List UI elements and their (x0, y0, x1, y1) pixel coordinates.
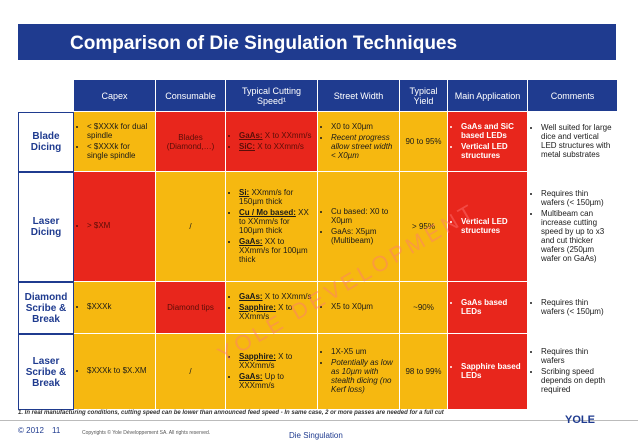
application-cell: Vertical LED structures (448, 172, 528, 282)
header-yield: Typical Yield (400, 80, 448, 112)
consumable-cell: / (156, 334, 226, 410)
speed-cell: GaAs: X to XXmm/s SiC: X to XXmm/s (226, 112, 318, 172)
row-label: Diamond Scribe & Break (18, 282, 74, 334)
header-comments: Comments (528, 80, 618, 112)
speed-cell: Sapphire: X to XXXmm/s GaAs: Up to XXXmm… (226, 334, 318, 410)
footer (0, 420, 638, 442)
comments-cell: Requires thin wafersScribing speed depen… (528, 334, 618, 410)
header-capex: Capex (74, 80, 156, 112)
capex-cell: $XXXk (74, 282, 156, 334)
header-speed: Typical Cutting Speed¹ (226, 80, 318, 112)
header-application: Main Application (448, 80, 528, 112)
row-label: Laser Dicing (18, 172, 74, 282)
table-row: Blade Dicing < $XXXk for dual spindle< $… (18, 112, 618, 172)
header-street: Street Width (318, 80, 400, 112)
yield-cell: 90 to 95% (400, 112, 448, 172)
comparison-table: Capex Consumable Typical Cutting Speed¹ … (18, 80, 618, 410)
yield-cell: 98 to 99% (400, 334, 448, 410)
application-cell: GaAs and SiC based LEDsVertical LED stru… (448, 112, 528, 172)
rights-text: Copyrights © Yole Développement SA. All … (82, 430, 211, 436)
street-cell: X5 to X0µm (318, 282, 400, 334)
application-cell: GaAs based LEDs (448, 282, 528, 334)
table-row: Laser Scribe & Break $XXXk to $X.XM / Sa… (18, 334, 618, 410)
row-label: Blade Dicing (18, 112, 74, 172)
comments-cell: Well suited for large dice and vertical … (528, 112, 618, 172)
speed-cell: GaAs: X to XXmm/s Sapphire: X to XXmm/s (226, 282, 318, 334)
header-row: Capex Consumable Typical Cutting Speed¹ … (18, 80, 618, 112)
row-label: Laser Scribe & Break (18, 334, 74, 410)
copyright: © 2012 (18, 426, 44, 435)
consumable-cell: Blades (Diamond,…) (156, 112, 226, 172)
yield-cell: > 95% (400, 172, 448, 282)
page-number: 11 (52, 426, 61, 435)
yield-cell: ~90% (400, 282, 448, 334)
application-cell: Sapphire based LEDs (448, 334, 528, 410)
comments-cell: Requires thin wafers (< 150µm) (528, 282, 618, 334)
consumable-cell: / (156, 172, 226, 282)
title-band (18, 24, 616, 60)
street-cell: X0 to X0µmRecent progress allow street w… (318, 112, 400, 172)
speed-cell: Si: XXmm/s for 150µm thick Cu / Mo based… (226, 172, 318, 282)
header-consumable: Consumable (156, 80, 226, 112)
capex-cell: < $XXXk for dual spindle< $XXXk for sing… (74, 112, 156, 172)
table-row: Laser Dicing > $XM / Si: XXmm/s for 150µ… (18, 172, 618, 282)
consumable-cell: Diamond tips (156, 282, 226, 334)
footer-title: Die Singulation (289, 431, 343, 440)
page-title: Comparison of Die Singulation Techniques (70, 33, 458, 54)
yole-logo: YOLE (565, 414, 595, 426)
capex-cell: > $XM (74, 172, 156, 282)
header-cell-empty (18, 80, 74, 112)
street-cell: 1X-X5 umPotentially as low as 10µm with … (318, 334, 400, 410)
footnote: 1. In real manufacturing conditions, cut… (18, 410, 444, 416)
street-cell: Cu based: X0 to X0µmGaAs: X5µm (Multibea… (318, 172, 400, 282)
capex-cell: $XXXk to $X.XM (74, 334, 156, 410)
table-row: Diamond Scribe & Break $XXXk Diamond tip… (18, 282, 618, 334)
comments-cell: Requires thin wafers (< 150µm)Multibeam … (528, 172, 618, 282)
